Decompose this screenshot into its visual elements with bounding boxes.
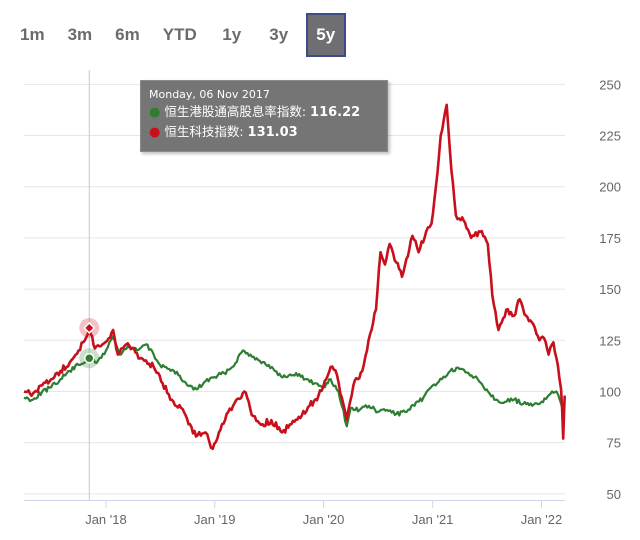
tooltip-series-label: 恒生科技指数	[164, 124, 240, 139]
tooltip-row-red: ● 恒生科技指数: 131.03	[149, 124, 298, 140]
hover-markers	[79, 317, 100, 369]
hover-point-red	[83, 321, 96, 334]
y-tick-label: 125	[599, 333, 621, 348]
tooltip-series-label: 恒生港股通高股息率指数	[164, 104, 302, 119]
x-tick-label: Jan '22	[521, 512, 563, 527]
series-dot-icon: ●	[149, 125, 161, 140]
range-button-1y[interactable]: 1y	[222, 25, 242, 44]
y-tick-label: 150	[599, 282, 621, 297]
tooltip-date: Monday, 06 Nov 2017	[149, 88, 270, 101]
tooltip-row-green: ● 恒生港股通高股息率指数: 116.22	[149, 104, 361, 120]
range-button-5y[interactable]: 5y	[305, 13, 346, 57]
x-tick-label: Jan '18	[85, 512, 127, 527]
series-lines	[23, 103, 566, 451]
y-tick-label: 175	[599, 231, 621, 246]
tooltip-series-value: 116.22	[310, 105, 361, 120]
range-button-ytd[interactable]: YTD	[162, 25, 197, 44]
range-button-3y[interactable]: 3y	[269, 25, 289, 44]
tooltip-series-value: 131.03	[247, 125, 298, 140]
x-axis-ticks	[105, 500, 542, 508]
series-line-green	[23, 335, 566, 428]
x-tick-label: Jan '21	[412, 512, 454, 527]
y-axis-labels: 50 75 100 125 150 175 200 225 250	[599, 77, 621, 502]
x-axis-labels: Jan '18 Jan '19 Jan '20 Jan '21 Jan '22	[85, 512, 562, 527]
range-button-6m[interactable]: 6m	[115, 25, 140, 44]
hover-point-green	[84, 353, 95, 364]
range-selector: 1m 3m 6m YTD 1y 3y 5y	[12, 12, 353, 58]
y-tick-label: 100	[599, 384, 621, 399]
range-button-3m[interactable]: 3m	[67, 25, 93, 44]
y-tick-label: 50	[607, 487, 621, 502]
x-tick-label: Jan '20	[303, 512, 345, 527]
series-dot-icon: ●	[149, 105, 161, 120]
y-tick-label: 200	[599, 180, 621, 195]
tooltip: Monday, 06 Nov 2017 ● 恒生港股通高股息率指数: 116.2…	[140, 80, 388, 152]
y-tick-label: 250	[599, 77, 621, 92]
x-tick-label: Jan '19	[194, 512, 236, 527]
series-line-red	[23, 103, 566, 451]
y-tick-label: 225	[599, 129, 621, 144]
y-tick-label: 75	[607, 436, 621, 451]
range-button-1m[interactable]: 1m	[20, 25, 45, 44]
